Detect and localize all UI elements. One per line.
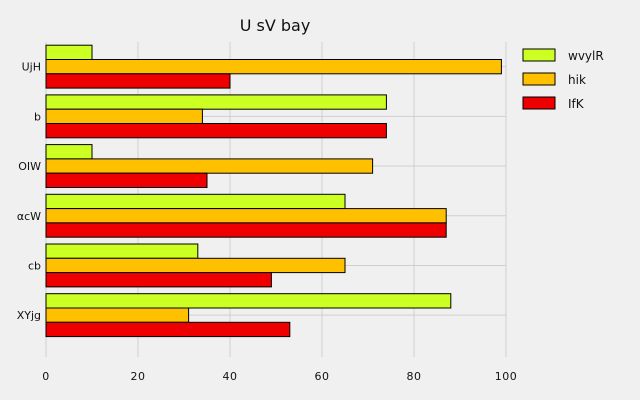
bar-IfK-UjH [45, 73, 231, 89]
y-tick-label: cb [28, 259, 41, 272]
x-tick-label: 0 [42, 370, 50, 383]
bar-hik-OIW [45, 158, 374, 174]
y-tick-label: αcW [17, 210, 41, 223]
bar-hik-cb [45, 257, 346, 274]
legend-swatch-IfK [522, 96, 556, 110]
legend-swatch-wvylR [522, 48, 556, 62]
y-tick-label: XYjg [17, 309, 41, 322]
bar-IfK-b [45, 123, 387, 139]
bar-IfK-OIW [45, 172, 208, 188]
x-tick-label: 20 [131, 370, 146, 383]
bar-wvylR-αcW [45, 193, 346, 210]
bar-hik-UjH [45, 59, 502, 75]
y-tick-label: UjH [22, 61, 41, 74]
x-tick-label: 60 [315, 370, 330, 383]
legend-label: hik [568, 73, 586, 87]
y-tick-label: OIW [18, 160, 41, 173]
bars [45, 44, 502, 338]
x-tick-label: 40 [223, 370, 238, 383]
legend-label: IfK [568, 97, 585, 111]
y-tick-label: b [34, 110, 41, 123]
bar-hik-b [45, 108, 203, 124]
bar-wvylR-UjH [45, 44, 93, 61]
bar-IfK-XYjg [45, 321, 291, 338]
x-tick-labels: 0 20 40 60 80 100 [42, 370, 517, 383]
bar-wvylR-OIW [45, 144, 93, 160]
legend-swatch-hik [522, 72, 556, 86]
bar-hik-αcW [45, 208, 447, 224]
x-tick-label: 100 [495, 370, 518, 383]
chart-title: U sV bay [240, 16, 311, 35]
bar-wvylR-cb [45, 243, 199, 259]
x-tick-label: 80 [407, 370, 422, 383]
bar-IfK-αcW [45, 222, 447, 238]
bar-wvylR-b [45, 94, 387, 110]
legend: wvylR hik IfK [522, 48, 604, 111]
legend-label: wvylR [568, 49, 604, 63]
bar-IfK-cb [45, 272, 272, 288]
bar-wvylR-XYjg [45, 293, 452, 309]
y-tick-labels: UjH b OIW αcW cb XYjg [17, 61, 41, 322]
bar-hik-XYjg [45, 307, 190, 323]
